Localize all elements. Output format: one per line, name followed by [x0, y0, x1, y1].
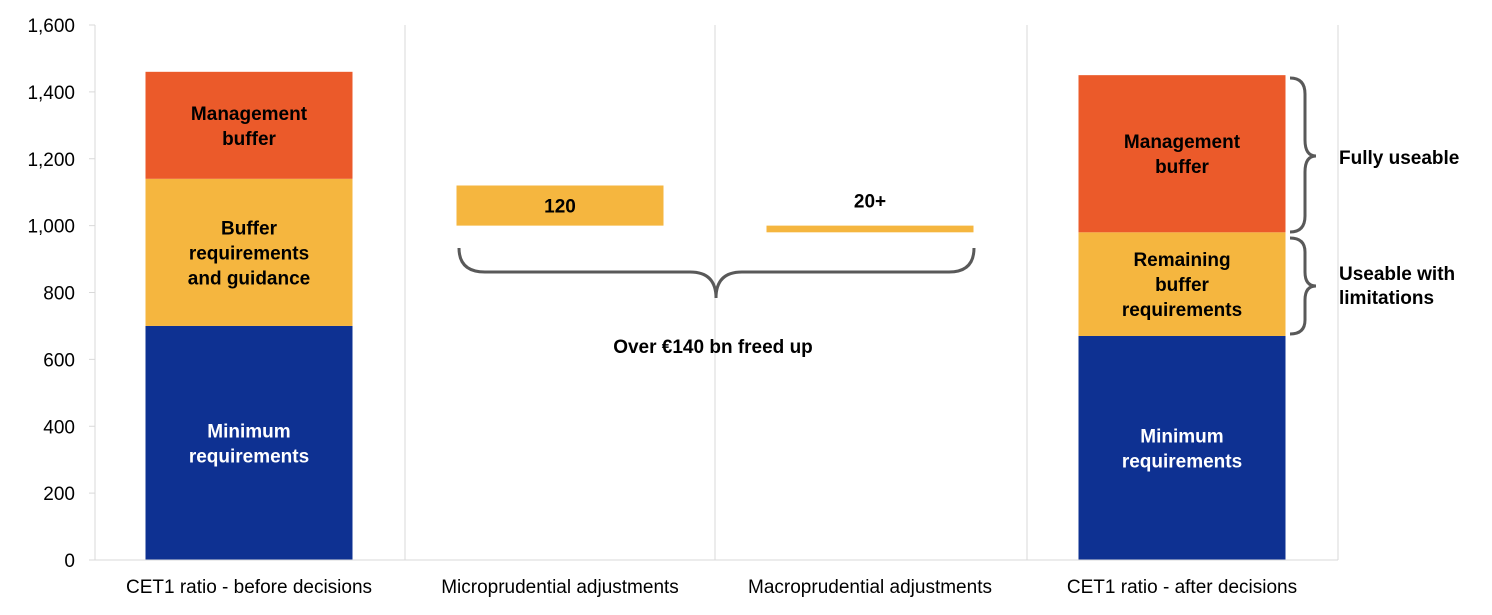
bar-segment-label-line: 20+ [854, 192, 886, 213]
bar-segment [456, 185, 664, 226]
bar-segment-label: 120 [544, 197, 576, 218]
axis-layer: 0 200 400 600 800 1,000 1,200 1,400 1,600 CET1 ra… [27, 16, 1338, 598]
y-tick-label: 0 [64, 551, 75, 572]
bar-segment-label: Remaining buffer requirements [1122, 250, 1242, 321]
x-category-label: CET1 ratio - after decisions [1067, 577, 1297, 598]
bar-segment [145, 325, 353, 560]
y-tick-label: 1,200 [27, 150, 75, 171]
bar-segment-label-line: Minimum [1140, 426, 1223, 447]
bar-segment-label-line: buffer [1155, 275, 1209, 296]
bar-segment-label-line: requirements [1122, 451, 1242, 472]
y-tick-label: 800 [43, 284, 75, 305]
bar-segment-label-line: buffer [1155, 157, 1209, 178]
grid-layer [404, 25, 1339, 560]
y-tick-label: 1,400 [27, 83, 75, 104]
bar-segment [1078, 232, 1286, 336]
bar-segment-label-line: Management [1124, 132, 1241, 153]
useable-with-limitations-line-1: Useable with [1339, 264, 1455, 285]
bar-segment [145, 178, 353, 326]
bar-segment-label: Minimum requirements [189, 421, 309, 467]
useable-with-limitations-line-2: limitations [1339, 288, 1434, 309]
bar-segment-label-line: and guidance [188, 268, 310, 289]
y-tick-label: 400 [43, 417, 75, 438]
y-tick-label: 200 [43, 484, 75, 505]
y-tick-label: 1,600 [27, 16, 75, 37]
freed-up-brace [457, 247, 976, 299]
bar-segment-label-line: requirements [189, 243, 309, 264]
bar-segment-label: Management buffer [191, 104, 308, 150]
x-category-label: Macroprudential adjustments [748, 577, 992, 598]
bar-segment-label-line: Management [191, 104, 308, 125]
bars-layer: Minimum requirements Buffer requirements and… [145, 71, 1286, 560]
fully-useable-brace [1289, 76, 1317, 234]
x-category-label: CET1 ratio - before decisions [126, 577, 372, 598]
x-category-label: Microprudential adjustments [441, 577, 679, 598]
bar-segment-label: Buffer requirements and guidance [188, 218, 310, 289]
bar-segment-label-line: Remaining [1133, 250, 1230, 271]
useable-with-limitations-label: Useable with limitations [1339, 264, 1460, 309]
bar-segment-label: 20+ [854, 192, 886, 213]
bar-segment [145, 71, 353, 179]
useable-with-limitations-brace [1289, 236, 1317, 336]
bar-segment [1078, 335, 1286, 560]
bar-segment-label-line: Minimum [207, 421, 290, 442]
bar-segment-label-line: requirements [1122, 300, 1242, 321]
bar-segment-label: Minimum requirements [1122, 426, 1242, 472]
bar-segment [1078, 75, 1286, 233]
bar-segment-label-line: buffer [222, 129, 276, 150]
bar-segment-label-line: requirements [189, 446, 309, 467]
y-tick-label: 600 [43, 350, 75, 371]
freed-up-label: Over €140 bn freed up [613, 337, 813, 358]
fully-useable-label: Fully useable [1339, 148, 1459, 169]
y-tick-label: 1,000 [27, 217, 75, 238]
bar-segment [766, 225, 974, 233]
bar-segment-label-line: 120 [544, 197, 576, 218]
annotation-layer: Over €140 bn freed up Fully useable Usea… [457, 76, 1460, 358]
bar-segment-label-line: Buffer [221, 218, 278, 239]
bar-segment-label: Management buffer [1124, 132, 1241, 178]
